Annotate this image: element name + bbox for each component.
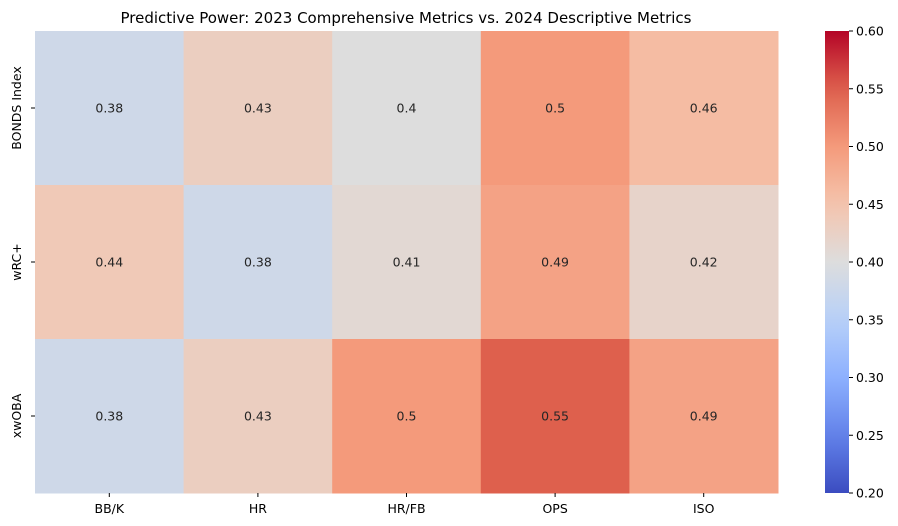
- heatmap-cell: [629, 185, 779, 340]
- heatmap-cell: [35, 185, 185, 340]
- cell-value-label: 0.4: [397, 101, 417, 116]
- cell-value-label: 0.55: [541, 409, 569, 424]
- colorbar-tick-label: 0.60: [856, 24, 884, 39]
- x-tick-label: BB/K: [95, 501, 125, 516]
- heatmap-cell: [629, 339, 779, 494]
- cell-value-label: 0.41: [393, 255, 421, 270]
- colorbar: 0.20 0.25 0.30 0.35 0.40 0.45 0.50 0.55 0.60: [825, 24, 884, 501]
- heatmap-cell: [480, 31, 630, 186]
- colorbar-tick-label: 0.40: [856, 255, 884, 270]
- heatmap-cell: [629, 31, 779, 186]
- heatmap-cell: [332, 339, 482, 494]
- colorbar-tick-label: 0.20: [856, 486, 884, 501]
- chart-title: Predictive Power: 2023 Comprehensive Met…: [121, 9, 692, 27]
- colorbar-gradient: [825, 31, 849, 493]
- heatmap-cell: [183, 31, 333, 186]
- heatmap-cell: [332, 185, 482, 340]
- heatmap-cell: [332, 31, 482, 186]
- colorbar-tick-label: 0.50: [856, 139, 884, 154]
- colorbar-tick-label: 0.30: [856, 370, 884, 385]
- heatmap-cell: [183, 339, 333, 494]
- y-axis: BONDS Index wRC+ xwOBA: [9, 66, 35, 438]
- cell-value-label: 0.42: [690, 255, 718, 270]
- y-tick-label: wRC+: [9, 243, 24, 281]
- colorbar-tick-label: 0.35: [856, 312, 884, 327]
- x-tick-label: OPS: [542, 501, 567, 516]
- cell-value-label: 0.49: [541, 255, 569, 270]
- heatmap-cell: [35, 339, 185, 494]
- cell-value-label: 0.43: [244, 101, 272, 116]
- cell-value-label: 0.49: [690, 409, 718, 424]
- x-axis: BB/K HR HR/FB OPS ISO: [95, 493, 715, 516]
- cell-value-label: 0.38: [95, 101, 123, 116]
- cell-value-label: 0.38: [244, 255, 272, 270]
- heatmap-cell: [480, 185, 630, 340]
- colorbar-tick-label: 0.25: [856, 428, 884, 443]
- cell-value-label: 0.5: [397, 409, 417, 424]
- x-tick-label: HR/FB: [387, 501, 425, 516]
- cell-value-label: 0.38: [95, 409, 123, 424]
- heatmap-cell: [183, 185, 333, 340]
- heatmap-cell: [480, 339, 630, 494]
- heatmap-cell: [35, 31, 185, 186]
- cell-value-label: 0.46: [690, 101, 718, 116]
- y-tick-label: BONDS Index: [9, 66, 24, 150]
- x-tick-label: HR: [249, 501, 267, 516]
- x-tick-label: ISO: [693, 501, 715, 516]
- cell-value-label: 0.5: [545, 101, 565, 116]
- colorbar-tick-label: 0.45: [856, 197, 884, 212]
- cell-value-label: 0.43: [244, 409, 272, 424]
- cell-value-label: 0.44: [95, 255, 123, 270]
- heatmap-cells: 0.38 0.43 0.4 0.5 0.46 0.44 0.38 0.41 0.49 0.42 0.…: [35, 31, 779, 494]
- y-tick-label: xwOBA: [9, 393, 24, 438]
- colorbar-tick-label: 0.55: [856, 81, 884, 96]
